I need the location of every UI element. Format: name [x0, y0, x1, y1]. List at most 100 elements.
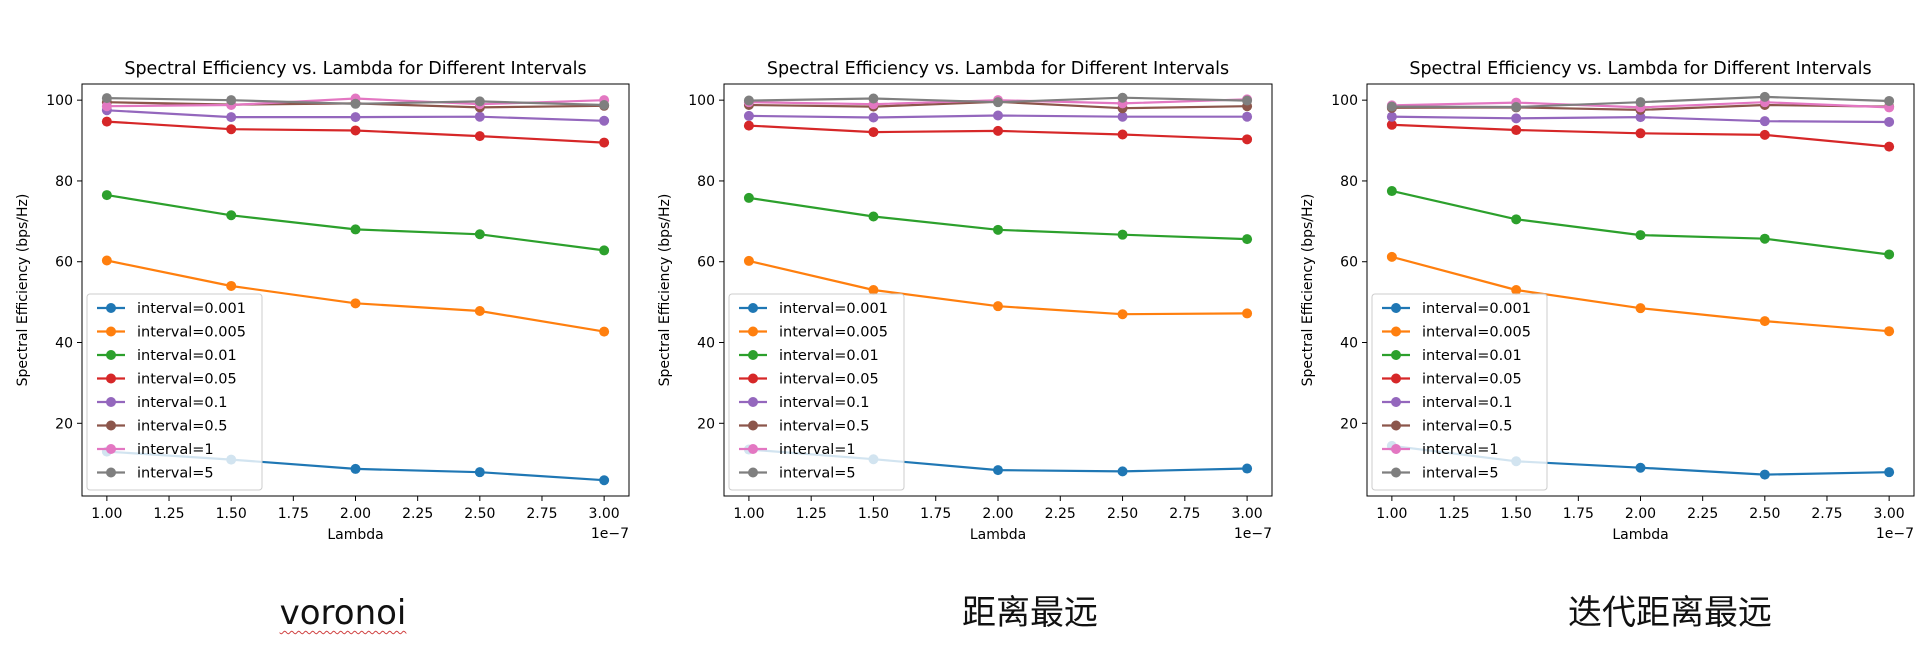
y-tick-label: 80	[697, 174, 715, 190]
data-point	[1884, 326, 1895, 337]
series-interval-0-1	[743, 110, 1253, 123]
legend-swatch-marker	[106, 420, 116, 431]
x-tick-label: 2.00	[340, 506, 371, 522]
data-point	[1635, 462, 1646, 473]
x-offset-text: 1e−7	[1876, 526, 1914, 542]
legend-swatch-marker	[1391, 303, 1401, 313]
y-tick-label: 40	[1340, 336, 1358, 352]
data-point	[474, 467, 485, 478]
x-tick-label: 2.50	[464, 506, 495, 522]
data-point	[101, 101, 112, 112]
data-point	[474, 131, 485, 142]
x-tick-label: 1.50	[1501, 506, 1532, 522]
data-point	[1386, 111, 1397, 122]
x-tick-label: 2.75	[526, 506, 557, 522]
legend-swatch-marker	[748, 373, 758, 384]
legend-label: interval=0.001	[779, 301, 888, 317]
legend-label: interval=0.001	[1422, 301, 1531, 317]
legend-swatch-marker	[106, 373, 116, 384]
data-point	[743, 192, 754, 203]
data-point	[350, 125, 361, 136]
data-point	[868, 112, 879, 123]
legend-label: interval=0.05	[137, 372, 237, 388]
x-offset-text: 1e−7	[1234, 526, 1272, 542]
data-point	[743, 110, 754, 121]
legend-label: interval=0.01	[137, 348, 237, 364]
x-tick-label: 2.25	[402, 506, 433, 522]
y-tick-label: 20	[1340, 416, 1358, 432]
legend-label: interval=0.005	[137, 325, 246, 341]
x-tick-label: 2.25	[1687, 506, 1718, 522]
data-point	[993, 125, 1003, 136]
legend-label: interval=0.1	[1422, 395, 1513, 411]
data-point	[350, 463, 361, 474]
data-point	[1117, 229, 1128, 240]
y-tick-label: 100	[1331, 93, 1358, 109]
data-point	[101, 190, 112, 201]
y-axis-label: Spectral Efficiency (bps/Hz)	[1300, 194, 1316, 387]
series-interval-5	[743, 92, 1253, 108]
y-tick-label: 20	[55, 416, 73, 432]
legend-label: interval=0.005	[1422, 325, 1531, 341]
data-point	[1759, 469, 1770, 480]
x-tick-label: 1.75	[920, 506, 951, 522]
data-point	[350, 298, 361, 309]
data-point	[1511, 285, 1522, 295]
data-point	[599, 475, 610, 486]
x-tick-label: 1.25	[1438, 506, 1469, 522]
legend-label: interval=0.1	[137, 395, 228, 411]
legend-swatch-marker	[748, 420, 758, 431]
y-axis-label: Spectral Efficiency (bps/Hz)	[657, 194, 673, 387]
x-axis-label: Lambda	[1612, 527, 1668, 543]
legend-swatch-marker	[748, 326, 758, 337]
data-point	[1117, 92, 1128, 103]
data-point	[1386, 251, 1397, 262]
data-point	[1242, 308, 1253, 319]
series-interval-0-1	[1386, 111, 1895, 127]
series-line	[106, 194, 605, 252]
data-point	[868, 127, 879, 138]
data-point	[1117, 111, 1128, 122]
data-point	[868, 93, 879, 104]
x-tick-label: 2.00	[1625, 506, 1656, 522]
data-point	[1386, 101, 1397, 112]
data-point	[743, 95, 754, 106]
x-tick-label: 2.00	[982, 506, 1013, 522]
series-interval-0-005	[1386, 251, 1895, 337]
y-tick-label: 100	[688, 93, 715, 109]
series-interval-0-01	[101, 190, 610, 256]
x-tick-label: 2.75	[1811, 506, 1842, 522]
y-tick-label: 80	[1340, 174, 1358, 190]
legend-swatch-marker	[748, 397, 758, 407]
x-tick-label: 1.00	[91, 506, 122, 522]
data-point	[599, 245, 610, 256]
caption-iterative-farthest-distance: 迭代距离最远	[1568, 593, 1772, 633]
x-tick-label: 2.50	[1107, 506, 1138, 522]
legend-box	[86, 293, 263, 491]
data-point	[350, 98, 361, 109]
data-point	[993, 224, 1003, 235]
y-axis-label: Spectral Efficiency (bps/Hz)	[15, 194, 31, 387]
legend-swatch-marker	[1391, 350, 1401, 360]
y-tick-label: 100	[46, 93, 73, 109]
legend: interval=0.001 interval=0.005 interval=0.0…	[86, 293, 263, 491]
series-line	[1391, 189, 1890, 256]
x-offset-text: 1e−7	[591, 526, 629, 542]
data-point	[1759, 116, 1770, 127]
legend-swatch-marker	[1391, 467, 1401, 478]
data-point	[599, 115, 610, 126]
data-point	[993, 110, 1003, 121]
legend-label: interval=5	[1422, 466, 1499, 482]
data-point	[1759, 129, 1770, 140]
legend-label: interval=0.05	[779, 372, 879, 388]
legend-swatch-marker	[106, 326, 116, 337]
data-point	[474, 306, 485, 317]
data-point	[1759, 233, 1770, 244]
data-point	[1635, 303, 1646, 314]
data-point	[1884, 249, 1895, 260]
x-tick-label: 1.00	[733, 506, 764, 522]
plot-frame	[723, 83, 1273, 497]
legend-label: interval=0.1	[779, 395, 870, 411]
legend-swatch-marker	[748, 303, 758, 313]
